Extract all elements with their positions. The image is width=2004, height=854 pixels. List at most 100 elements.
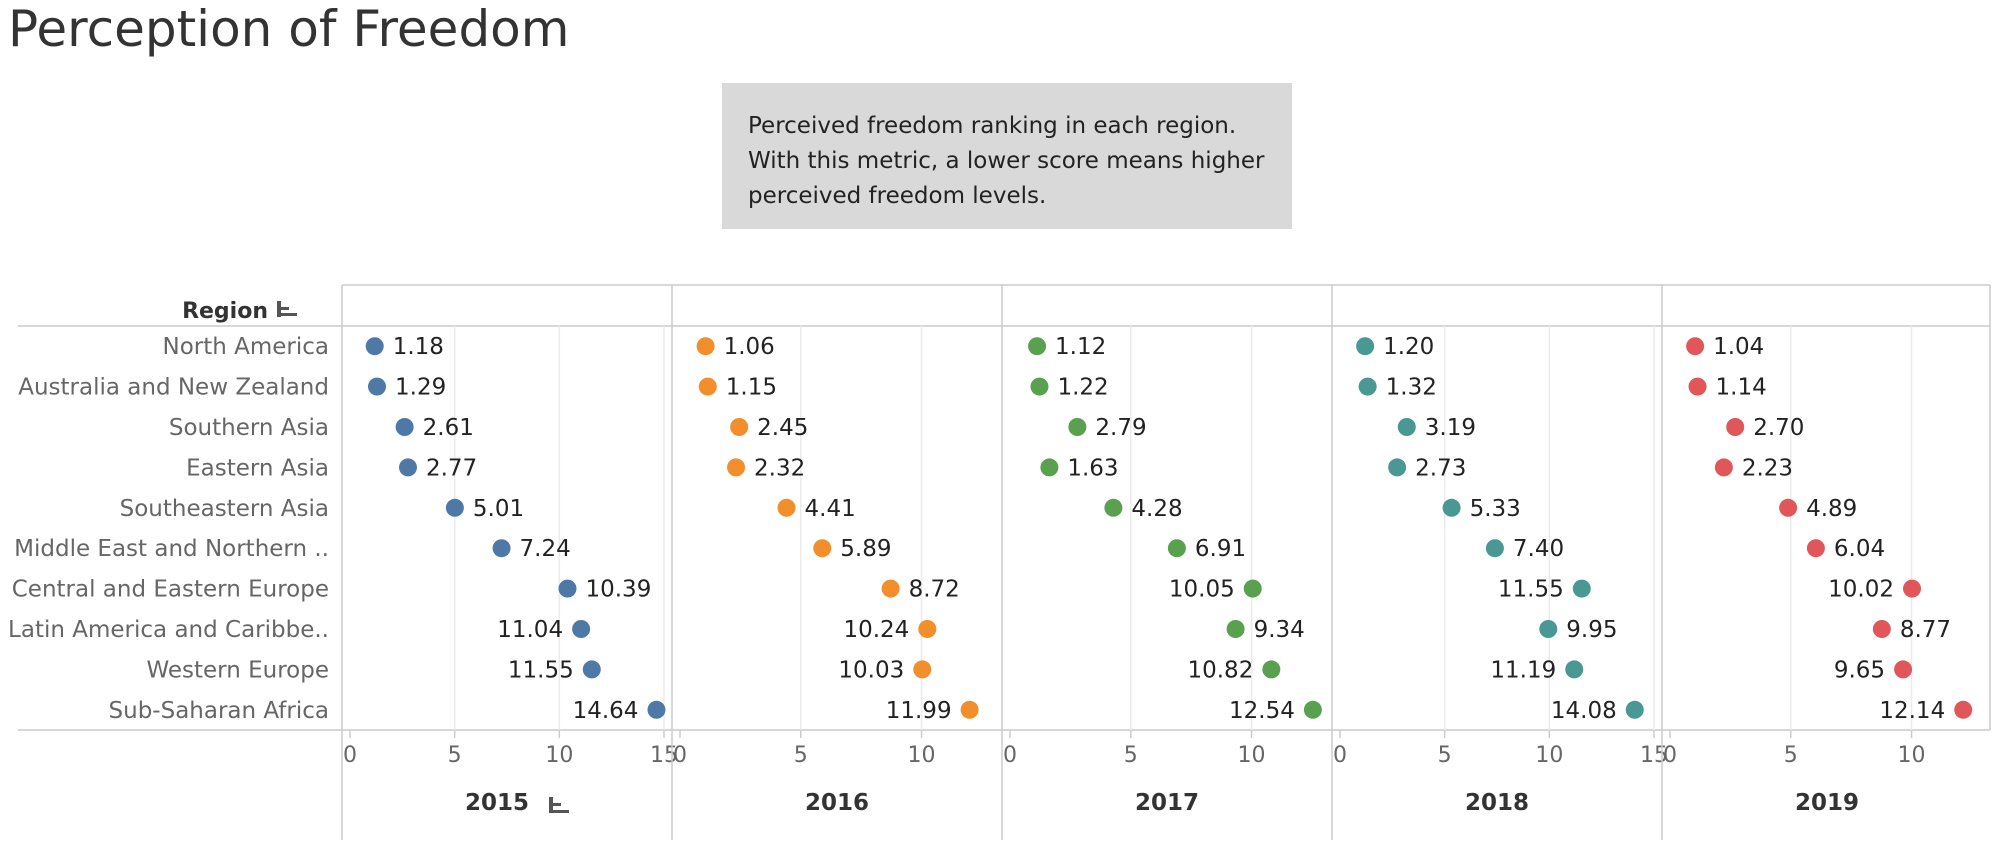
data-point[interactable]: [1625, 700, 1644, 719]
data-point[interactable]: [445, 498, 464, 517]
sort-icon[interactable]: [277, 301, 281, 317]
data-point[interactable]: [1442, 498, 1461, 517]
data-point[interactable]: [1686, 337, 1705, 356]
data-point[interactable]: [1714, 458, 1733, 477]
data-point[interactable]: [1565, 660, 1584, 679]
data-label: 11.04: [497, 617, 563, 643]
tick-label: 10: [1535, 743, 1563, 768]
data-label: 2.61: [423, 415, 474, 441]
data-label: 10.02: [1828, 577, 1894, 603]
data-point[interactable]: [368, 377, 387, 396]
data-point[interactable]: [1040, 458, 1059, 477]
data-label: 12.14: [1879, 698, 1945, 724]
tick-label: 10: [908, 743, 936, 768]
region-label: North America: [162, 334, 329, 360]
data-point[interactable]: [1068, 418, 1087, 436]
data-point[interactable]: [1954, 700, 1973, 719]
data-point[interactable]: [1303, 700, 1322, 719]
data-point[interactable]: [582, 660, 601, 679]
year-label: 2017: [1135, 790, 1199, 816]
data-point[interactable]: [777, 498, 796, 517]
data-point[interactable]: [913, 660, 932, 679]
note-line: perceived freedom levels.: [748, 183, 1047, 209]
data-label: 1.04: [1713, 334, 1764, 360]
data-point[interactable]: [572, 620, 591, 638]
data-point[interactable]: [1806, 539, 1825, 558]
year-label: 2019: [1795, 790, 1859, 816]
region-label: Southeastern Asia: [120, 496, 329, 522]
data-label: 10.05: [1169, 577, 1235, 603]
data-label: 10.03: [838, 657, 904, 683]
data-point[interactable]: [1397, 418, 1416, 436]
data-point[interactable]: [918, 620, 937, 638]
data-point[interactable]: [1226, 620, 1245, 638]
data-label: 1.32: [1386, 375, 1437, 401]
data-point[interactable]: [1358, 377, 1377, 396]
year-label: 2015: [465, 790, 529, 816]
data-point[interactable]: [647, 700, 666, 719]
data-point[interactable]: [1572, 579, 1591, 598]
data-label: 7.24: [520, 536, 571, 562]
sort-icon[interactable]: [549, 797, 553, 813]
data-label: 2.45: [757, 415, 808, 441]
data-label: 1.12: [1055, 334, 1106, 360]
data-label: 5.01: [473, 496, 524, 522]
data-point[interactable]: [1903, 579, 1922, 598]
data-point[interactable]: [492, 539, 511, 558]
data-label: 14.64: [573, 698, 639, 724]
data-point[interactable]: [1485, 539, 1504, 558]
tick-label: 5: [794, 743, 808, 768]
data-point[interactable]: [1356, 337, 1375, 356]
data-label: 14.08: [1551, 698, 1617, 724]
data-label: 1.14: [1716, 375, 1767, 401]
data-label: 2.32: [754, 455, 805, 481]
data-point[interactable]: [558, 579, 577, 598]
sort-icon-bar: [281, 313, 297, 316]
data-label: 4.28: [1131, 496, 1182, 522]
region-label: Western Europe: [146, 657, 329, 683]
data-point[interactable]: [1167, 539, 1186, 558]
data-label: 2.23: [1742, 455, 1793, 481]
tick-label: 0: [343, 743, 357, 768]
data-point[interactable]: [727, 458, 746, 477]
description-note: Perceived freedom ranking in each region…: [722, 83, 1292, 229]
data-point[interactable]: [1262, 660, 1281, 679]
data-point[interactable]: [1894, 660, 1913, 679]
region-label: Sub-Saharan Africa: [109, 698, 329, 724]
data-point[interactable]: [365, 337, 384, 356]
data-label: 1.63: [1067, 455, 1118, 481]
tick-label: 15: [650, 743, 678, 768]
data-label: 8.77: [1900, 617, 1951, 643]
row-header-label: Region: [182, 299, 268, 324]
data-point[interactable]: [1388, 458, 1407, 477]
region-label: Middle East and Northern ..: [14, 536, 329, 562]
data-point[interactable]: [1539, 620, 1558, 638]
data-label: 6.91: [1195, 536, 1246, 562]
data-point[interactable]: [813, 539, 832, 558]
data-point[interactable]: [395, 418, 414, 436]
data-point[interactable]: [696, 337, 715, 356]
data-point[interactable]: [698, 377, 717, 396]
data-label: 3.19: [1425, 415, 1476, 441]
data-point[interactable]: [1779, 498, 1798, 517]
data-point[interactable]: [1726, 418, 1745, 436]
data-label: 2.73: [1415, 455, 1466, 481]
data-label: 12.54: [1229, 698, 1295, 724]
data-point[interactable]: [1243, 579, 1262, 598]
region-label: Southern Asia: [169, 415, 329, 441]
data-point[interactable]: [730, 418, 749, 436]
data-point[interactable]: [1030, 377, 1049, 396]
data-point[interactable]: [1872, 620, 1891, 638]
data-label: 11.99: [886, 698, 952, 724]
tick-label: 5: [1438, 743, 1452, 768]
data-label: 2.70: [1753, 415, 1804, 441]
data-point[interactable]: [398, 458, 417, 477]
data-point[interactable]: [1028, 337, 1047, 356]
note-line: Perceived freedom ranking in each region…: [748, 113, 1237, 139]
tick-label: 0: [1663, 743, 1677, 768]
data-point[interactable]: [1688, 377, 1707, 396]
data-point[interactable]: [881, 579, 900, 598]
data-point[interactable]: [960, 700, 979, 719]
data-point[interactable]: [1104, 498, 1123, 517]
